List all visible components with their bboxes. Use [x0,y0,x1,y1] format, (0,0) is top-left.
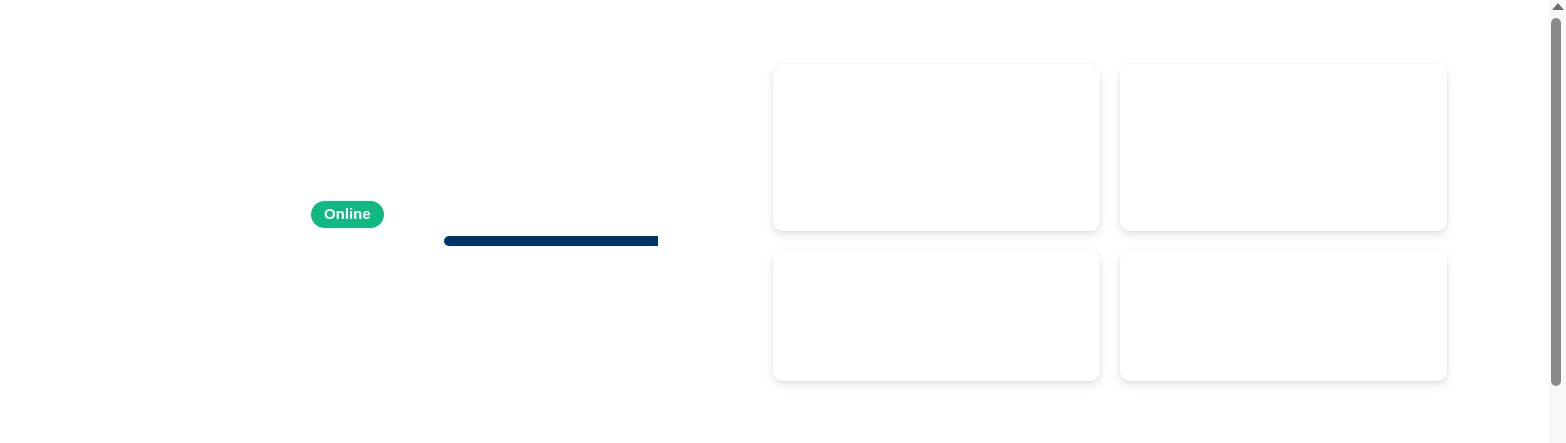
progress-bar [444,236,658,246]
scrollbar-thumb[interactable] [1551,18,1561,386]
scroll-up-arrow-icon[interactable] [1552,3,1564,10]
status-badge: Online [311,201,384,228]
card-grid [773,64,1447,381]
vertical-scrollbar[interactable] [1549,0,1566,443]
card[interactable] [1120,64,1447,231]
progress-bar-fill [444,236,658,246]
card[interactable] [1120,251,1447,381]
card[interactable] [773,64,1100,231]
card[interactable] [773,251,1100,381]
